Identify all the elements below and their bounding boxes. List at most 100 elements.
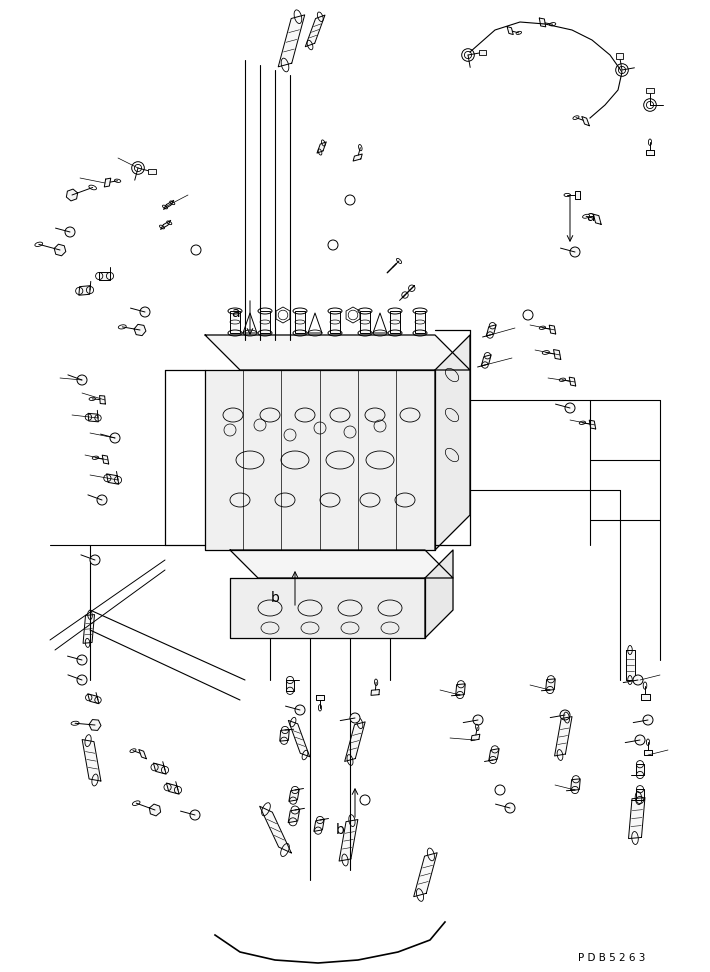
Polygon shape: [317, 142, 327, 154]
Polygon shape: [289, 789, 299, 801]
Polygon shape: [305, 16, 325, 47]
Polygon shape: [316, 695, 324, 700]
Polygon shape: [555, 716, 572, 756]
Polygon shape: [314, 819, 324, 831]
Circle shape: [473, 715, 483, 725]
Polygon shape: [353, 154, 362, 161]
Polygon shape: [471, 734, 480, 741]
Polygon shape: [646, 150, 654, 155]
Polygon shape: [230, 578, 425, 638]
Polygon shape: [344, 722, 365, 761]
Polygon shape: [260, 806, 291, 853]
Circle shape: [110, 433, 120, 443]
Circle shape: [565, 403, 575, 413]
Polygon shape: [166, 783, 179, 794]
Bar: [230, 311, 240, 333]
Polygon shape: [288, 809, 300, 822]
Bar: [295, 311, 305, 333]
Polygon shape: [387, 263, 396, 273]
Polygon shape: [414, 852, 437, 897]
Polygon shape: [481, 355, 491, 366]
Polygon shape: [628, 798, 645, 839]
Polygon shape: [288, 720, 310, 757]
Circle shape: [635, 735, 645, 745]
Polygon shape: [550, 326, 556, 334]
Polygon shape: [456, 684, 465, 695]
Polygon shape: [99, 272, 110, 280]
Text: a: a: [231, 306, 239, 320]
Bar: [390, 311, 400, 333]
Bar: [479, 50, 486, 55]
Polygon shape: [230, 550, 453, 578]
Polygon shape: [99, 396, 105, 404]
Polygon shape: [488, 748, 499, 761]
Polygon shape: [371, 689, 379, 695]
Polygon shape: [435, 335, 470, 550]
Polygon shape: [54, 244, 66, 256]
Polygon shape: [88, 694, 99, 704]
Circle shape: [77, 675, 87, 685]
Polygon shape: [626, 650, 635, 680]
Polygon shape: [635, 764, 644, 775]
Bar: [415, 311, 425, 333]
Circle shape: [350, 713, 360, 723]
Circle shape: [505, 803, 515, 813]
Bar: [330, 311, 340, 333]
Polygon shape: [66, 190, 77, 201]
Polygon shape: [644, 749, 652, 755]
Polygon shape: [546, 678, 555, 690]
Polygon shape: [89, 719, 101, 730]
Polygon shape: [507, 26, 513, 35]
Circle shape: [633, 675, 643, 685]
Polygon shape: [640, 694, 650, 700]
Bar: [148, 169, 155, 174]
Circle shape: [140, 307, 150, 317]
Circle shape: [295, 705, 305, 715]
Polygon shape: [425, 550, 453, 638]
Circle shape: [90, 555, 100, 565]
Polygon shape: [134, 325, 146, 335]
Polygon shape: [278, 15, 305, 67]
Polygon shape: [205, 370, 435, 550]
Polygon shape: [82, 740, 101, 781]
Polygon shape: [403, 286, 415, 297]
Text: b: b: [336, 823, 344, 837]
Text: P D B 5 2 6 3: P D B 5 2 6 3: [578, 953, 645, 963]
Polygon shape: [339, 819, 358, 861]
Polygon shape: [139, 749, 146, 759]
Text: a: a: [586, 210, 594, 224]
Polygon shape: [594, 214, 601, 225]
Polygon shape: [88, 413, 98, 422]
Circle shape: [97, 495, 107, 505]
Text: b: b: [271, 591, 280, 605]
Polygon shape: [589, 420, 596, 429]
Circle shape: [643, 715, 653, 725]
Polygon shape: [571, 779, 580, 790]
Polygon shape: [153, 763, 166, 774]
Circle shape: [190, 810, 200, 820]
Polygon shape: [569, 377, 576, 386]
Bar: [360, 311, 370, 333]
Polygon shape: [83, 614, 94, 643]
Polygon shape: [581, 117, 589, 125]
Circle shape: [570, 247, 580, 257]
Bar: [260, 311, 270, 333]
Circle shape: [77, 375, 87, 385]
Polygon shape: [540, 18, 546, 27]
Circle shape: [77, 655, 87, 665]
Polygon shape: [554, 350, 561, 360]
Polygon shape: [280, 730, 289, 741]
Polygon shape: [102, 455, 109, 464]
Polygon shape: [163, 200, 174, 209]
Circle shape: [65, 227, 75, 237]
Bar: [616, 53, 623, 58]
Polygon shape: [575, 191, 580, 199]
Polygon shape: [149, 804, 160, 816]
Polygon shape: [285, 680, 295, 691]
Polygon shape: [106, 474, 119, 484]
Circle shape: [560, 710, 570, 720]
Polygon shape: [104, 178, 111, 187]
Bar: [646, 87, 654, 93]
Polygon shape: [79, 286, 90, 295]
Polygon shape: [486, 325, 496, 336]
